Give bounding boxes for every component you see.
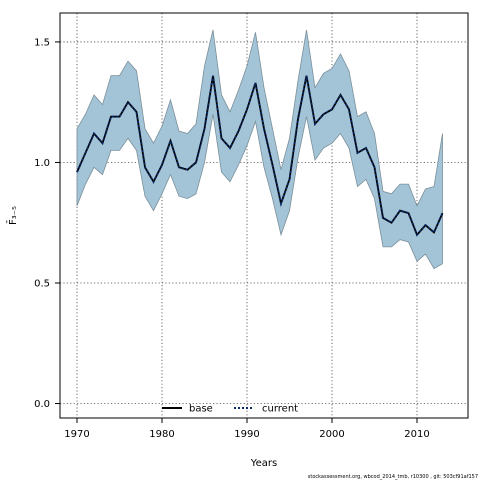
x-tick-label: 2010: [404, 429, 429, 440]
plot-frame: [59, 12, 469, 419]
legend-label-base: base: [189, 404, 213, 415]
y-tick-label: 1.5: [34, 37, 50, 48]
y-tick-label: 0.5: [34, 279, 50, 290]
x-tick-label: 1980: [149, 429, 174, 440]
legend-label-current: current: [262, 404, 298, 415]
x-axis-title: Years: [250, 458, 277, 469]
ci-band: [76, 29, 443, 270]
y-axis-title: F̄₃₋₅: [6, 206, 19, 225]
x-tick-label: 1970: [64, 429, 89, 440]
grid: [60, 13, 468, 418]
x-tick-label: 2000: [319, 429, 344, 440]
y-tick-label: 0.0: [34, 399, 50, 410]
confidence-band: [76, 29, 443, 270]
x-tick-label: 1990: [234, 429, 259, 440]
y-axis: 0.0 0.5 1.0 1.5: [34, 37, 60, 410]
credit-text: stockassessment.org, wbcod_2014_tmb, r10…: [308, 474, 478, 480]
x-axis: 1970 1980 1990 2000 2010: [64, 418, 430, 440]
series-lines: [76, 75, 444, 237]
series-line-current: [76, 75, 444, 237]
y-tick-label: 1.0: [34, 158, 50, 169]
legend: base current: [162, 404, 298, 415]
